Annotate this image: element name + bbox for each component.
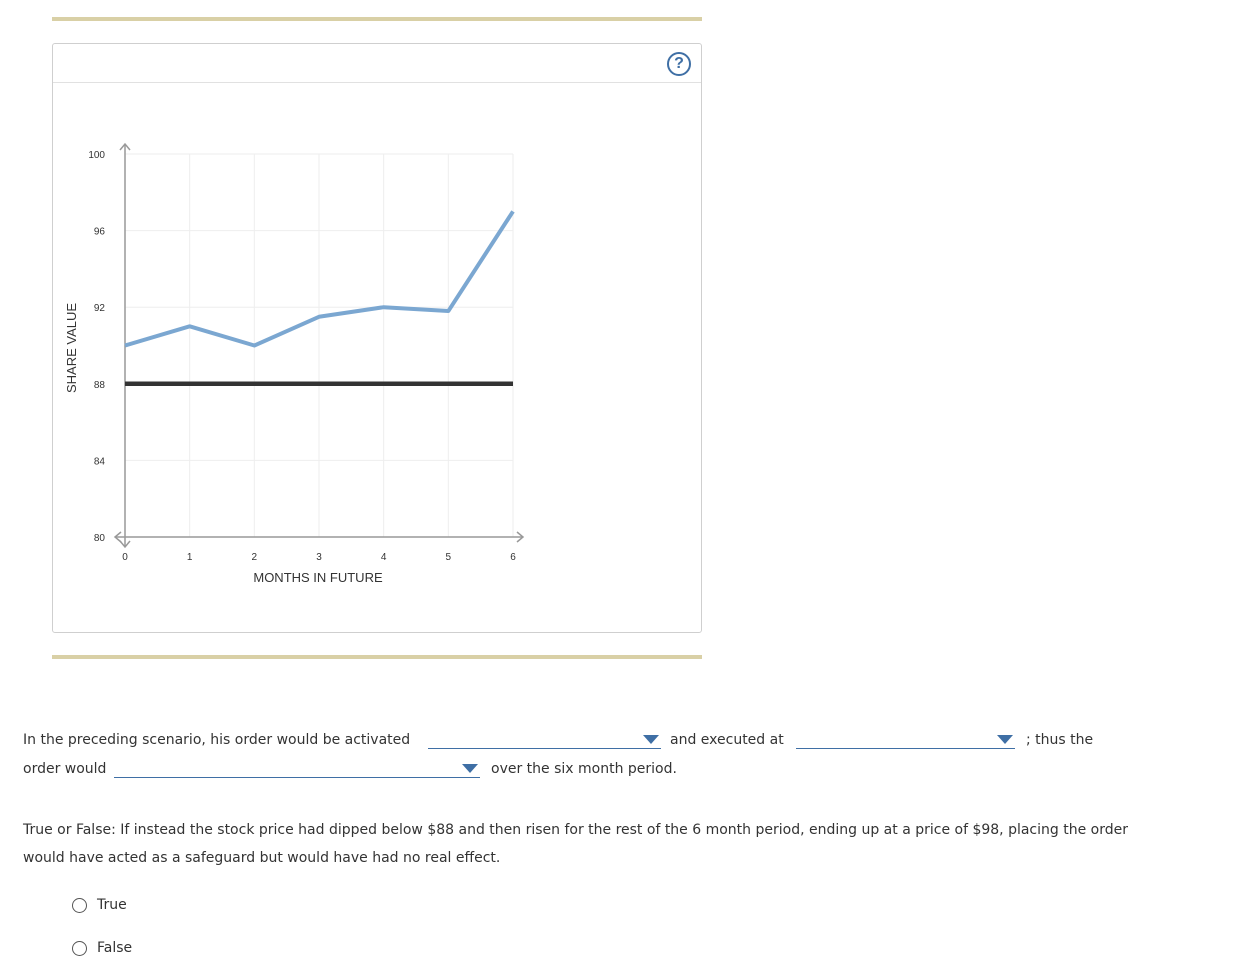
radio-label: True — [97, 897, 127, 913]
bottom-divider — [52, 655, 702, 659]
x-tick-label: 2 — [252, 552, 258, 563]
x-tick-label: 0 — [122, 552, 128, 563]
y-tick-label: 88 — [94, 380, 106, 391]
share-value-line — [124, 210, 515, 348]
graph-toolbar: ? — [53, 44, 701, 83]
graph-panel: ? 0 1 2 3 4 5 6 100 96 92 88 84 80 MONTHS IN FUTURE … — [52, 43, 702, 633]
y-tick-label: 96 — [94, 227, 106, 238]
sentence-part-4: order would — [23, 761, 107, 777]
outcome-dropdown[interactable] — [114, 761, 480, 778]
sentence-part-5: over the six month period. — [491, 761, 677, 777]
activation-dropdown[interactable] — [428, 732, 661, 749]
x-tick-label: 6 — [510, 552, 516, 563]
y-tick-label: 84 — [94, 456, 106, 467]
sentence-part-3: ; thus the — [1026, 732, 1094, 748]
chevron-down-icon — [462, 764, 478, 773]
x-tick-label: 3 — [316, 552, 322, 563]
chevron-down-icon — [997, 735, 1013, 744]
y-axis-arrow-down — [119, 540, 131, 549]
y-axis-arrow-up — [119, 142, 131, 151]
radio-label: False — [97, 940, 133, 956]
share-value-chart: 0 1 2 3 4 5 6 100 96 92 88 84 80 MONTHS IN FUTURE SH… — [64, 142, 525, 585]
x-tick-label: 5 — [446, 552, 452, 563]
help-button[interactable]: ? — [667, 52, 691, 76]
x-axis-arrow-right — [516, 531, 525, 543]
x-axis-arrow-left — [113, 531, 122, 543]
execution-price-dropdown[interactable] — [796, 732, 1015, 749]
x-tick-label: 4 — [381, 552, 387, 563]
radio-button[interactable] — [72, 898, 87, 913]
x-axis-label: MONTHS IN FUTURE — [253, 570, 383, 585]
y-axis-label: SHARE VALUE — [64, 303, 79, 393]
radio-button[interactable] — [72, 941, 87, 956]
chevron-down-icon — [643, 735, 659, 744]
x-tick-label: 1 — [187, 552, 193, 563]
sentence-part-1: In the preceding scenario, his order wou… — [23, 732, 411, 748]
y-tick-label: 92 — [94, 303, 106, 314]
true-false-question: True or False: If instead the stock pric… — [23, 822, 1128, 866]
sentence-part-2: and executed at — [670, 732, 784, 748]
y-tick-label: 100 — [88, 150, 105, 161]
top-divider — [52, 17, 702, 21]
y-tick-label: 80 — [94, 533, 106, 544]
